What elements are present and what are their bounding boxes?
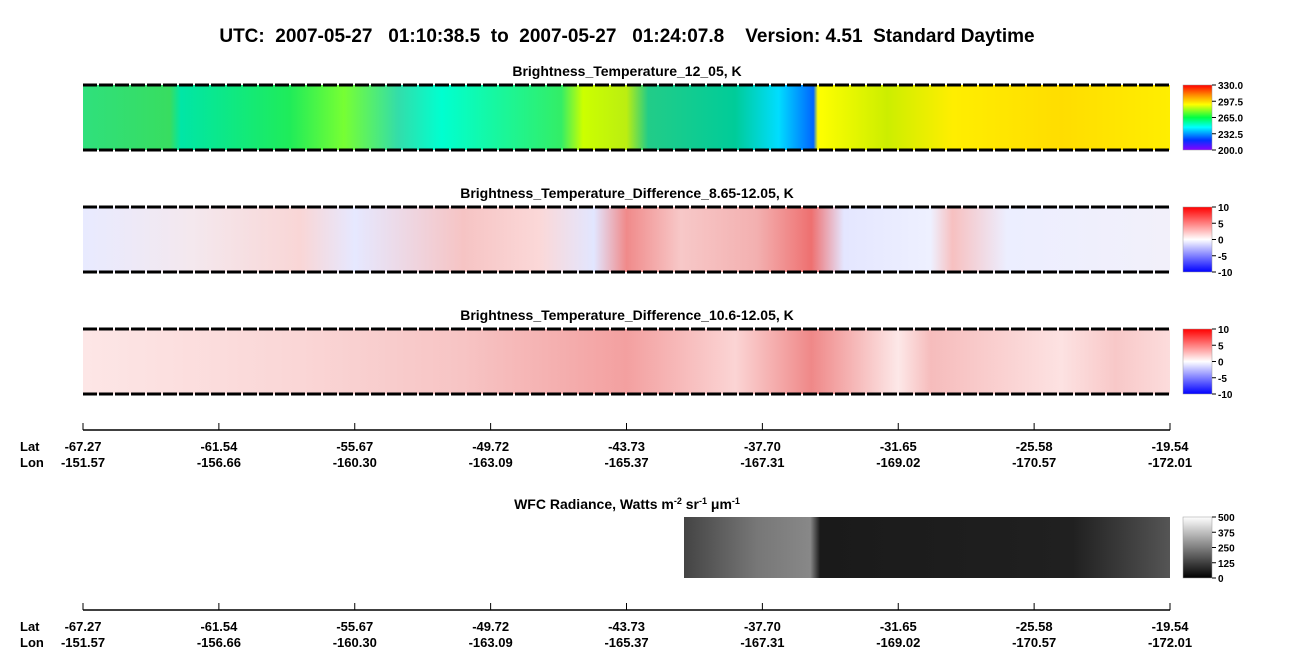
lat-label: -55.67	[336, 439, 373, 454]
lat-label: -19.54	[1152, 439, 1190, 454]
lon-label: -167.31	[740, 635, 784, 650]
image-strip	[83, 329, 1170, 394]
colorbar-label: -5	[1218, 252, 1227, 263]
lon-label: -160.30	[333, 455, 377, 470]
colorbar	[1182, 516, 1213, 579]
colorbar-label: 232.5	[1218, 130, 1243, 141]
lat-label: -25.58	[1016, 439, 1053, 454]
lat-label: -61.54	[200, 439, 238, 454]
title-part: sr	[682, 496, 700, 512]
lon-label: -167.31	[740, 455, 784, 470]
lon-label: -156.66	[197, 455, 241, 470]
lon-label: -165.37	[604, 455, 648, 470]
colorbar-label: 375	[1218, 528, 1235, 539]
colorbar-label: 10	[1218, 203, 1230, 214]
colorbar	[1182, 84, 1213, 151]
lat-label: -31.65	[880, 439, 917, 454]
lon-label: -170.57	[1012, 455, 1056, 470]
colorbar-label: 297.5	[1218, 97, 1243, 108]
lat-label: -67.27	[65, 619, 102, 634]
colorbar-label: 200.0	[1218, 146, 1243, 157]
axis-row-label: Lon	[20, 635, 44, 650]
lat-label: -19.54	[1152, 619, 1190, 634]
title-part: WFC Radiance, Watts m	[514, 496, 674, 512]
lat-label: -49.72	[472, 619, 509, 634]
lat-label: -49.72	[472, 439, 509, 454]
axis-row-label: Lat	[20, 619, 40, 634]
colorbar	[1182, 328, 1213, 395]
image-strip	[83, 85, 1170, 150]
colorbar-label: 10	[1218, 325, 1230, 336]
colorbar-label: 0	[1218, 574, 1224, 585]
image-strip	[684, 517, 1170, 578]
lat-label: -25.58	[1016, 619, 1053, 634]
lat-label: -43.73	[608, 439, 645, 454]
axis-row-label: Lat	[20, 439, 40, 454]
lon-label: -169.02	[876, 455, 920, 470]
lat-label: -37.70	[744, 439, 781, 454]
lat-label: -43.73	[608, 619, 645, 634]
title-part: -2	[674, 496, 682, 506]
colorbar-label: 500	[1218, 513, 1235, 524]
panel-title: WFC Radiance, Watts m-2 sr-1 μm-1	[514, 496, 740, 512]
lon-label: -163.09	[469, 635, 513, 650]
lon-label: -151.57	[61, 455, 105, 470]
title-part: -1	[732, 496, 740, 506]
colorbar-label: 265.0	[1218, 114, 1243, 125]
lon-label: -156.66	[197, 635, 241, 650]
lat-label: -61.54	[200, 619, 238, 634]
panel-title: Brightness_Temperature_Difference_10.6-1…	[460, 307, 794, 323]
colorbar-label: 0	[1218, 236, 1224, 247]
lat-label: -67.27	[65, 439, 102, 454]
lon-label: -170.57	[1012, 635, 1056, 650]
image-strip	[83, 207, 1170, 272]
colorbar-label: 5	[1218, 341, 1224, 352]
lon-label: -169.02	[876, 635, 920, 650]
colorbar-label: 5	[1218, 219, 1224, 230]
lon-label: -160.30	[333, 635, 377, 650]
colorbar-label: 125	[1218, 559, 1235, 570]
colorbar-label: -10	[1218, 268, 1233, 279]
lat-label: -37.70	[744, 619, 781, 634]
page-title: UTC: 2007-05-27 01:10:38.5 to 2007-05-27…	[219, 26, 1034, 47]
colorbar-label: 0	[1218, 358, 1224, 369]
title-part: -1	[699, 496, 707, 506]
colorbar-label: -5	[1218, 374, 1227, 385]
colorbar-label: 330.0	[1218, 81, 1243, 92]
lon-label: -172.01	[1148, 635, 1192, 650]
colorbar-label: -10	[1218, 390, 1233, 401]
lon-label: -163.09	[469, 455, 513, 470]
lat-label: -55.67	[336, 619, 373, 634]
title-part: μm	[707, 496, 732, 512]
colorbar-label: 250	[1218, 544, 1235, 555]
lat-label: -31.65	[880, 619, 917, 634]
colorbar	[1182, 206, 1213, 273]
lon-label: -172.01	[1148, 455, 1192, 470]
lon-label: -165.37	[604, 635, 648, 650]
axis-row-label: Lon	[20, 455, 44, 470]
lon-label: -151.57	[61, 635, 105, 650]
panel-title: Brightness_Temperature_12_05, K	[512, 63, 741, 79]
panel-title: Brightness_Temperature_Difference_8.65-1…	[460, 185, 794, 201]
